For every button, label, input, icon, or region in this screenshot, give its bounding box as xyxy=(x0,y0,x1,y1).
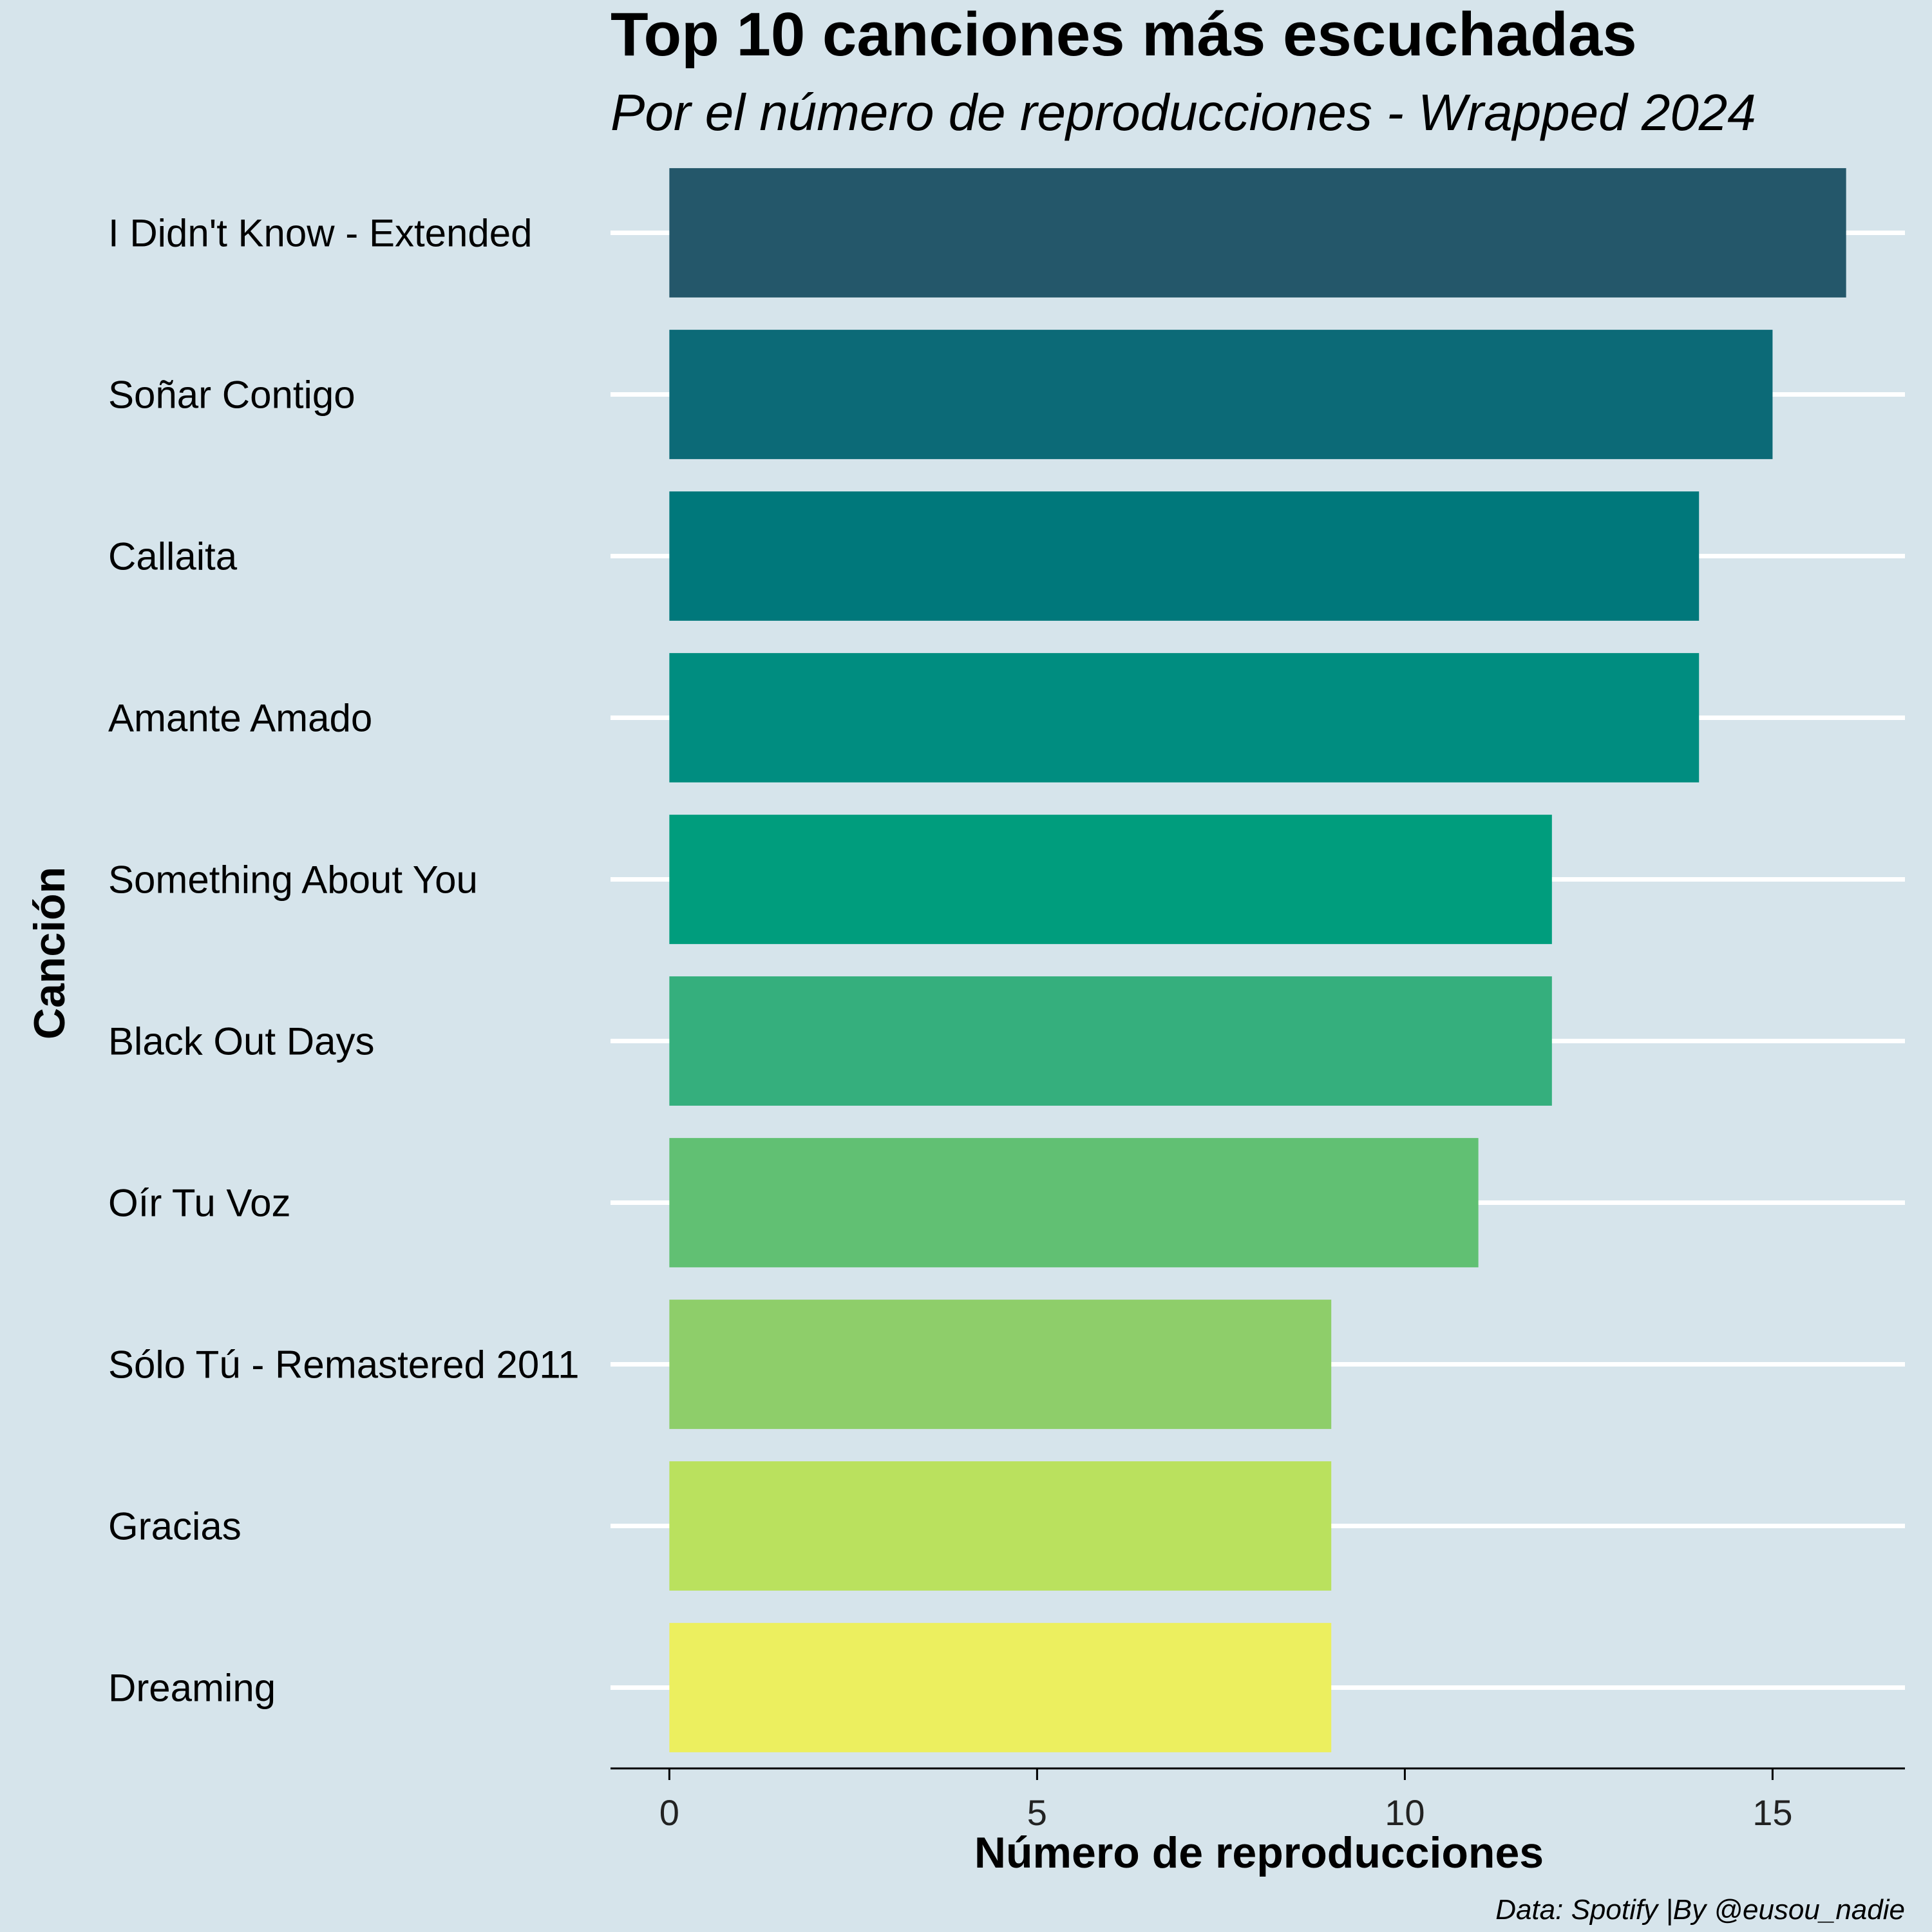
bar xyxy=(669,815,1552,944)
bar xyxy=(669,1138,1479,1267)
category-label: Oír Tu Voz xyxy=(108,1182,290,1225)
x-axis-ticks: 0 5 10 15 xyxy=(659,1768,1793,1833)
x-tick-label: 0 xyxy=(659,1792,679,1833)
category-label: Something About You xyxy=(108,858,478,902)
x-tick-label: 10 xyxy=(1385,1792,1425,1833)
bar xyxy=(669,1623,1332,1752)
bar xyxy=(669,330,1773,459)
category-label: Black Out Days xyxy=(108,1020,374,1063)
bar xyxy=(669,653,1700,782)
bar xyxy=(669,976,1552,1106)
category-label: Dreaming xyxy=(108,1667,276,1710)
category-label: Callaita xyxy=(108,535,238,578)
x-tick-label: 15 xyxy=(1752,1792,1792,1833)
category-label: Gracias xyxy=(108,1505,242,1548)
category-label: Sólo Tú - Remastered 2011 xyxy=(108,1343,580,1387)
category-label: Amante Amado xyxy=(108,697,372,740)
x-axis-title: Número de reproducciones xyxy=(974,1828,1544,1877)
category-label: Soñar Contigo xyxy=(108,374,355,417)
caption: Data: Spotify |By @eusou_nadie xyxy=(1495,1894,1905,1926)
bars xyxy=(669,168,1846,1752)
x-tick-label: 5 xyxy=(1027,1792,1047,1833)
bar xyxy=(669,168,1846,298)
category-label: I Didn't Know - Extended xyxy=(108,212,532,255)
bar xyxy=(669,1300,1332,1429)
bar xyxy=(669,491,1700,621)
chart-title: Top 10 canciones más escuchadas xyxy=(611,0,1637,69)
bar xyxy=(669,1461,1332,1591)
chart-subtitle: Por el número de reproducciones - Wrappe… xyxy=(611,84,1756,141)
y-axis-title: Canción xyxy=(25,867,74,1039)
category-labels: I Didn't Know - Extended Soñar Contigo Cal… xyxy=(108,212,580,1710)
